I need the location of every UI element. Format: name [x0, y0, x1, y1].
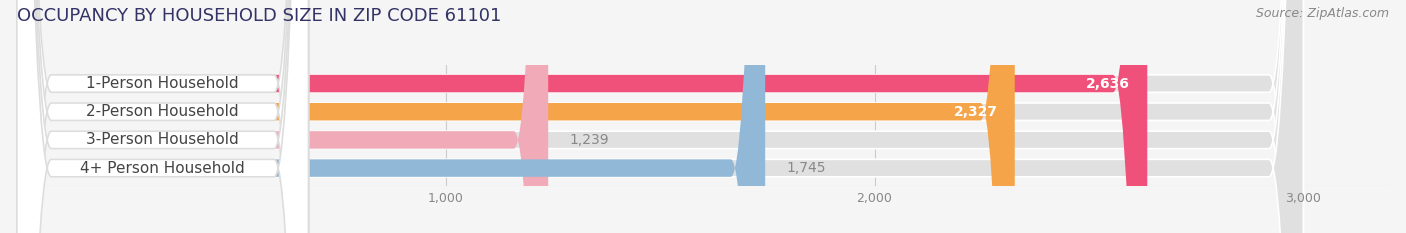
FancyBboxPatch shape [17, 0, 548, 233]
FancyBboxPatch shape [17, 0, 308, 233]
FancyBboxPatch shape [17, 0, 308, 233]
FancyBboxPatch shape [17, 0, 1303, 233]
FancyBboxPatch shape [17, 0, 1015, 233]
Text: 3-Person Household: 3-Person Household [86, 132, 239, 147]
Text: 1-Person Household: 1-Person Household [86, 76, 239, 91]
Text: 1,239: 1,239 [569, 133, 609, 147]
Text: 4+ Person Household: 4+ Person Household [80, 161, 245, 176]
Text: Source: ZipAtlas.com: Source: ZipAtlas.com [1256, 7, 1389, 20]
FancyBboxPatch shape [17, 0, 308, 233]
FancyBboxPatch shape [17, 0, 308, 233]
Text: 1,745: 1,745 [786, 161, 827, 175]
Text: 2-Person Household: 2-Person Household [86, 104, 239, 119]
FancyBboxPatch shape [17, 0, 1303, 233]
Text: OCCUPANCY BY HOUSEHOLD SIZE IN ZIP CODE 61101: OCCUPANCY BY HOUSEHOLD SIZE IN ZIP CODE … [17, 7, 502, 25]
Text: 2,327: 2,327 [953, 105, 998, 119]
FancyBboxPatch shape [17, 0, 1303, 233]
FancyBboxPatch shape [17, 0, 1147, 233]
FancyBboxPatch shape [17, 0, 765, 233]
Text: 2,636: 2,636 [1087, 77, 1130, 91]
FancyBboxPatch shape [17, 0, 1303, 233]
